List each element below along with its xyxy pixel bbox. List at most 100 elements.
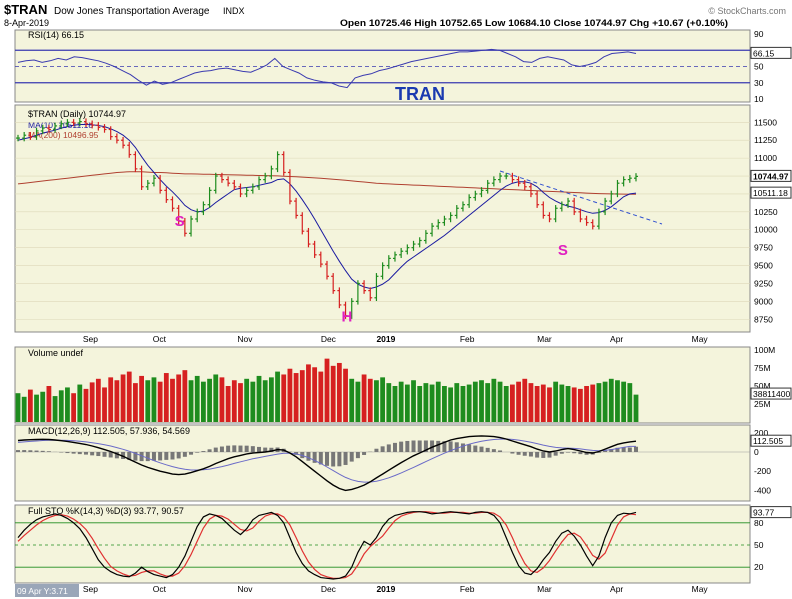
volume-bar xyxy=(244,378,250,422)
macd-histogram-bar xyxy=(578,452,583,455)
price-tick-9000: 9000 xyxy=(754,296,773,306)
bottom-x-label-2019: 2019 xyxy=(376,584,395,594)
ma10-last-label-bg xyxy=(750,186,792,199)
volume-bar xyxy=(268,377,274,422)
volume-bar xyxy=(386,383,392,422)
macd-histogram-bar xyxy=(528,452,533,457)
macd-histogram-bar xyxy=(263,447,268,452)
volume-tick-75M: 75M xyxy=(754,363,771,373)
sto-tick-20: 20 xyxy=(754,562,764,572)
macd-histogram-bar xyxy=(164,452,169,460)
macd-signal-line xyxy=(17,438,636,483)
macd-histogram-bar xyxy=(355,452,360,459)
volume-bar xyxy=(219,377,225,422)
macd-histogram-bar xyxy=(71,452,76,454)
volume-bar xyxy=(466,384,472,422)
macd-last-label-bg xyxy=(750,434,792,447)
macd-last-label: 112.505 xyxy=(753,436,783,446)
macd-histogram-bar xyxy=(96,452,101,457)
volume-bar xyxy=(522,378,528,422)
macd-histogram-bar xyxy=(460,443,465,452)
volume-bar xyxy=(429,384,435,422)
macd-histogram-bar xyxy=(16,450,20,452)
macd-histogram-bar xyxy=(28,450,33,452)
bottom-x-label-Nov: Nov xyxy=(237,584,253,594)
volume-bar xyxy=(460,386,466,422)
volume-bar xyxy=(21,396,27,422)
macd-histogram-bar xyxy=(516,452,521,455)
macd-histogram-bar xyxy=(65,452,70,454)
volume-bar xyxy=(336,362,342,422)
macd-histogram-bar xyxy=(362,452,367,455)
volume-bar xyxy=(52,396,58,422)
macd-histogram-bar xyxy=(226,445,231,452)
bottom-x-label-May: May xyxy=(692,584,709,594)
macd-histogram-bar xyxy=(40,450,45,452)
rsi-tick-30: 30 xyxy=(754,78,764,88)
price-tick-9250: 9250 xyxy=(754,278,773,288)
volume-bar xyxy=(306,364,311,422)
volume-bar xyxy=(479,380,484,422)
volume-bar xyxy=(194,375,200,422)
macd-histogram-bar xyxy=(90,452,95,456)
volume-bar xyxy=(627,383,633,422)
macd-histogram-bar xyxy=(219,446,224,452)
volume-bar xyxy=(256,375,262,422)
macd-histogram-bar xyxy=(479,446,484,452)
trendline xyxy=(499,170,663,225)
volume-bar xyxy=(380,377,386,422)
volume-bar xyxy=(114,380,120,422)
volume-bar xyxy=(423,383,429,422)
macd-histogram-bar xyxy=(114,452,119,459)
macd-histogram-bar xyxy=(349,452,354,462)
price-tick-9750: 9750 xyxy=(754,243,773,253)
volume-title: Volume undef xyxy=(28,348,84,358)
volume-bar xyxy=(139,375,144,422)
brand-watermark: © StockCharts.com xyxy=(708,6,786,16)
volume-bar xyxy=(584,386,589,422)
annotation-s-0: S xyxy=(175,213,185,230)
macd-histogram-bar xyxy=(467,444,472,452)
macd-histogram-bar xyxy=(535,452,540,458)
macd-title: MACD(12,26,9) 112.505, 57.936, 54.569 xyxy=(28,426,190,436)
volume-bar xyxy=(571,387,577,422)
price-tick-10250: 10250 xyxy=(754,207,778,217)
price-x-label-Apr: Apr xyxy=(610,334,623,344)
price-tick-8750: 8750 xyxy=(754,314,773,324)
volume-bar xyxy=(608,378,614,422)
bottom-x-label-Dec: Dec xyxy=(321,584,337,594)
volume-bar xyxy=(435,381,441,422)
header-symbol: $TRAN xyxy=(4,2,47,17)
volume-bar xyxy=(472,381,478,422)
macd-histogram-bar xyxy=(121,452,126,460)
price-tick-9500: 9500 xyxy=(754,261,773,271)
volume-bar xyxy=(65,387,70,422)
price-tick-11000: 11000 xyxy=(754,153,777,163)
volume-bar xyxy=(281,374,287,422)
price-x-label-Nov: Nov xyxy=(237,334,253,344)
macd-histogram-bar xyxy=(145,452,150,462)
volume-bar xyxy=(540,384,546,422)
macd-histogram-bar xyxy=(634,446,638,452)
macd-histogram-bar xyxy=(448,441,453,452)
macd-histogram-bar xyxy=(232,445,237,452)
volume-bar xyxy=(89,382,95,422)
macd-histogram-bar xyxy=(386,444,391,452)
volume-bar xyxy=(404,384,410,422)
sto-tick-80: 80 xyxy=(754,518,764,528)
volume-bar xyxy=(151,377,157,422)
macd-histogram-bar xyxy=(176,452,181,459)
volume-bar xyxy=(547,387,552,422)
rsi-panel: RSI(14) 66.15 TRAN xyxy=(14,29,751,104)
volume-bar xyxy=(231,380,237,422)
macd-tick--200: -200 xyxy=(754,466,771,476)
bottom-x-label-Apr: Apr xyxy=(610,584,623,594)
macd-histogram-bar xyxy=(257,446,262,452)
volume-tick-25M: 25M xyxy=(754,399,771,409)
macd-histogram-bar xyxy=(430,440,435,452)
price-x-label-Oct: Oct xyxy=(153,334,167,344)
volume-last-label-bg xyxy=(750,387,792,400)
annotation-h-1: H xyxy=(342,308,353,325)
bottom-x-label-Mar: Mar xyxy=(537,584,552,594)
